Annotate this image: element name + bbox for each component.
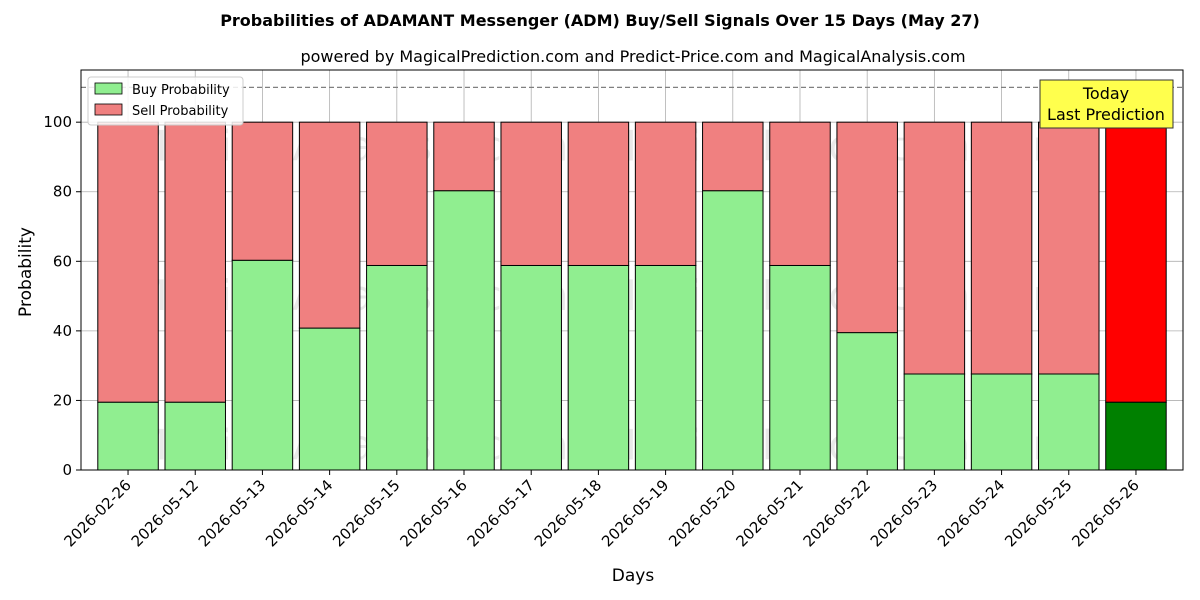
x-tick-label: 2026-05-17 bbox=[464, 476, 538, 550]
bar-sell-2026-05-24 bbox=[970, 121, 1033, 375]
bar-sell-2026-05-17 bbox=[500, 121, 562, 266]
bar-sell-2026-05-25 bbox=[1038, 121, 1100, 375]
legend-swatch-sell bbox=[94, 103, 123, 116]
x-tick-label: 2026-05-18 bbox=[531, 476, 605, 550]
bar-buy-2026-05-16 bbox=[433, 190, 495, 471]
bar-sell-2026-05-20 bbox=[702, 121, 764, 192]
annotation-box bbox=[1039, 79, 1174, 129]
y-tick-label: 60 bbox=[53, 252, 72, 270]
bar-buy-2026-05-15 bbox=[366, 264, 428, 471]
bar-buy-2026-05-26 bbox=[1105, 401, 1167, 471]
chart-title: Probabilities of ADAMANT Messenger (ADM)… bbox=[220, 11, 980, 30]
x-tick-label: 2026-05-13 bbox=[195, 476, 269, 550]
legend-swatch-buy bbox=[94, 82, 123, 95]
y-tick-label: 80 bbox=[53, 183, 72, 201]
x-tick-label: 2026-05-12 bbox=[128, 476, 202, 550]
legend-label-buy: Buy Probability bbox=[132, 83, 230, 98]
bar-sell-2026-05-12 bbox=[164, 121, 226, 403]
x-axis-label: Days bbox=[612, 566, 655, 586]
x-tick-label: 2026-05-26 bbox=[1068, 476, 1142, 550]
bar-buy-2026-05-19 bbox=[634, 264, 697, 471]
y-tick-label: 40 bbox=[53, 322, 72, 340]
bar-sell-2026-05-13 bbox=[231, 121, 294, 261]
bar-buy-2026-05-25 bbox=[1038, 373, 1100, 471]
bar-buy-2026-05-18 bbox=[567, 264, 630, 471]
plot-frame bbox=[80, 69, 1184, 471]
bar-buy-2026-05-17 bbox=[500, 264, 562, 471]
x-axis-ticks: 2026-02-262026-05-122026-05-132026-05-14… bbox=[60, 470, 1143, 550]
bar-buy-2026-05-13 bbox=[231, 259, 294, 471]
bar-buy-2026-05-12 bbox=[164, 401, 226, 471]
x-tick-label: 2026-05-22 bbox=[800, 476, 874, 550]
bars bbox=[97, 121, 1167, 471]
bar-buy-2026-05-20 bbox=[702, 190, 764, 471]
annotation-line-last-prediction: Last Prediction bbox=[1047, 105, 1165, 124]
bar-sell-2026-02-26 bbox=[97, 121, 159, 403]
bar-sell-2026-05-19 bbox=[634, 121, 697, 266]
x-tick-label: 2026-05-23 bbox=[867, 476, 941, 550]
x-tick-label: 2026-05-16 bbox=[396, 476, 470, 550]
y-tick-label: 20 bbox=[53, 391, 72, 409]
bar-buy-2026-05-21 bbox=[769, 264, 831, 471]
bar-buy-2026-02-26 bbox=[97, 401, 159, 471]
y-axis-ticks: 0 20 40 60 80 100 bbox=[43, 113, 81, 479]
bar-sell-2026-05-16 bbox=[433, 121, 495, 192]
bar-buy-2026-05-24 bbox=[970, 373, 1033, 471]
x-tick-label: 2026-05-20 bbox=[665, 476, 739, 550]
bar-buy-2026-05-23 bbox=[903, 373, 966, 471]
bar-sell-2026-05-22 bbox=[836, 121, 898, 334]
legend-label-sell: Sell Probability bbox=[132, 104, 229, 119]
bar-sell-2026-05-18 bbox=[567, 121, 630, 266]
chart-subtitle: powered by MagicalPrediction.com and Pre… bbox=[300, 47, 965, 66]
bar-buy-2026-05-22 bbox=[836, 332, 898, 471]
bar-sell-2026-05-26 bbox=[1105, 121, 1167, 403]
y-axis-label: Probability bbox=[16, 227, 36, 317]
bar-buy-2026-05-14 bbox=[298, 327, 361, 471]
bar-sell-2026-05-15 bbox=[366, 121, 428, 266]
y-tick-label: 100 bbox=[43, 113, 72, 131]
annotation-line-today: Today bbox=[1082, 84, 1129, 103]
x-tick-label: 2026-05-19 bbox=[598, 476, 672, 550]
x-tick-label: 2026-05-25 bbox=[1001, 476, 1075, 550]
y-tick-label: 0 bbox=[62, 461, 72, 479]
x-tick-label: 2026-02-26 bbox=[60, 476, 134, 550]
x-tick-label: 2026-05-14 bbox=[262, 476, 336, 550]
legend: Buy Probability Sell Probability bbox=[87, 76, 244, 126]
today-annotation: Today Last Prediction bbox=[1039, 79, 1174, 129]
bar-sell-2026-05-21 bbox=[769, 121, 831, 266]
bar-sell-2026-05-23 bbox=[903, 121, 966, 375]
bar-sell-2026-05-14 bbox=[298, 121, 361, 329]
legend-box bbox=[87, 76, 244, 126]
x-tick-label: 2026-05-24 bbox=[934, 476, 1008, 550]
x-tick-label: 2026-05-15 bbox=[329, 476, 403, 550]
x-tick-label: 2026-05-21 bbox=[732, 476, 806, 550]
